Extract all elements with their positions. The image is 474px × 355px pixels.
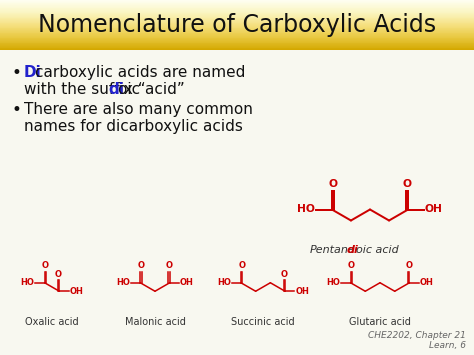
Bar (0, 3, 474, 4)
Bar (0, 20, 474, 21)
Bar (0, 25, 474, 27)
Text: O: O (137, 261, 145, 270)
Bar (0, 27, 474, 28)
Bar (0, 41, 474, 43)
Text: OH: OH (180, 278, 194, 287)
Bar (0, 10, 474, 11)
Text: oic acid: oic acid (356, 245, 399, 255)
Text: O: O (165, 261, 173, 270)
Bar (0, 1, 474, 2)
Text: O: O (405, 261, 412, 270)
Bar (0, 33, 474, 34)
Bar (0, 45, 474, 47)
Bar (0, 44, 474, 46)
Bar (0, 16, 474, 17)
Bar (0, 15, 474, 17)
Text: There are also many common: There are also many common (24, 102, 253, 117)
Text: di: di (347, 245, 359, 255)
Text: Glutaric acid: Glutaric acid (349, 317, 411, 327)
Bar (0, 24, 474, 25)
Bar (0, 12, 474, 13)
Bar (0, 30, 474, 32)
Text: OH: OH (419, 278, 434, 287)
Bar (0, 10, 474, 12)
Text: carboxylic acids are named: carboxylic acids are named (35, 65, 246, 80)
Bar (0, 19, 474, 20)
Text: HO: HO (20, 278, 35, 287)
Text: •: • (12, 101, 22, 119)
Bar (0, 40, 474, 42)
Text: Malonic acid: Malonic acid (125, 317, 185, 327)
Bar (0, 13, 474, 15)
Bar (0, 29, 474, 31)
Bar (0, 29, 474, 30)
Bar (0, 49, 474, 50)
Bar (0, 34, 474, 36)
Bar (0, 0, 474, 1)
Text: CHE2202, Chapter 21
Learn, 6: CHE2202, Chapter 21 Learn, 6 (368, 331, 466, 350)
Bar (0, 17, 474, 18)
Text: Succinic acid: Succinic acid (231, 317, 295, 327)
Bar (0, 31, 474, 33)
Bar (0, 26, 474, 27)
Bar (0, 5, 474, 6)
Bar (0, 39, 474, 41)
Bar (0, 7, 474, 8)
Bar (0, 11, 474, 12)
Text: OH: OH (425, 204, 443, 214)
Bar (0, 34, 474, 35)
Bar (0, 21, 474, 22)
Bar (0, 13, 474, 14)
Bar (0, 2, 474, 3)
Text: Di: Di (24, 65, 42, 80)
Text: O: O (348, 261, 355, 270)
Bar (0, 0, 474, 2)
Text: O: O (42, 261, 49, 270)
Text: names for dicarboxylic acids: names for dicarboxylic acids (24, 119, 243, 134)
Text: oic acid”: oic acid” (118, 82, 185, 97)
Text: •: • (12, 64, 22, 82)
Text: with the suffix “: with the suffix “ (24, 82, 146, 97)
Text: Oxalic acid: Oxalic acid (25, 317, 79, 327)
Bar (0, 36, 474, 38)
Text: O: O (402, 179, 411, 189)
Bar (0, 37, 474, 38)
Bar (0, 24, 474, 26)
Bar (0, 46, 474, 48)
Bar (0, 43, 474, 44)
Text: Nomenclature of Carboxylic Acids: Nomenclature of Carboxylic Acids (38, 13, 436, 37)
Bar (0, 39, 474, 40)
Bar (0, 28, 474, 29)
Text: HO: HO (217, 278, 231, 287)
Bar (0, 48, 474, 49)
Bar (0, 38, 474, 39)
Bar (0, 22, 474, 23)
Bar (0, 18, 474, 19)
Text: HO: HO (116, 278, 130, 287)
Bar (0, 47, 474, 48)
Text: Pentane: Pentane (310, 245, 356, 255)
Text: O: O (238, 261, 245, 270)
Bar (0, 6, 474, 7)
Text: OH: OH (295, 287, 309, 296)
Bar (0, 9, 474, 10)
Bar (0, 4, 474, 5)
Text: HO: HO (327, 278, 340, 287)
Bar (0, 44, 474, 45)
Bar (0, 36, 474, 37)
Text: OH: OH (70, 287, 83, 296)
Bar (0, 8, 474, 9)
Bar (0, 32, 474, 33)
Text: HO: HO (297, 204, 315, 214)
Text: O: O (328, 179, 337, 189)
Bar (0, 23, 474, 24)
Bar (0, 15, 474, 16)
Text: O: O (55, 270, 62, 279)
Text: di: di (108, 82, 124, 97)
Text: O: O (281, 270, 288, 279)
Bar (0, 20, 474, 22)
Bar (0, 42, 474, 43)
Bar (0, 5, 474, 7)
